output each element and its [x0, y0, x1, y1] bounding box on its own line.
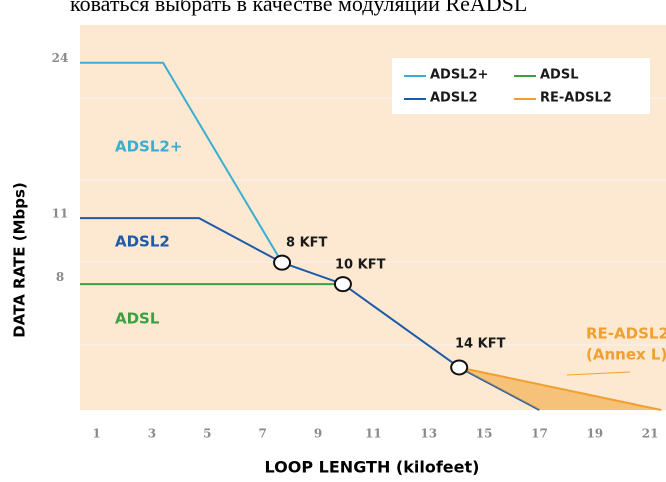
annotation: 14 KFT — [455, 337, 506, 352]
series-line — [458, 366, 662, 411]
marker — [273, 254, 292, 271]
y-tick-label: 8 — [56, 270, 64, 284]
x-tick-label: 21 — [642, 427, 659, 441]
region-label: RE-ADSL2 — [586, 325, 666, 343]
region-label: (Annex L) — [586, 346, 666, 364]
x-tick-label: 9 — [314, 427, 322, 441]
x-tick-label: 15 — [476, 427, 493, 441]
legend-label: ADSL — [540, 68, 579, 83]
x-tick-label: 7 — [258, 427, 266, 441]
legend-label: ADSL2 — [430, 91, 478, 106]
legend-label: RE-ADSL2 — [540, 91, 612, 106]
y-axis-label: DATA RATE (Mbps) — [11, 182, 29, 338]
annotation: 10 KFT — [335, 258, 386, 273]
x-tick-label: 1 — [92, 427, 100, 441]
x-tick-label: 3 — [148, 427, 156, 441]
caption: коваться выбрать в качестве модуляции Re… — [70, 0, 527, 16]
region-label: ADSL2+ — [115, 138, 182, 156]
y-tick-label: 24 — [52, 51, 69, 65]
x-tick-label: 5 — [203, 427, 211, 441]
pointer — [566, 371, 631, 376]
legend-box — [392, 58, 650, 114]
x-tick-label: 17 — [531, 427, 548, 441]
x-tick-label: 19 — [586, 427, 603, 441]
legend-label: ADSL2+ — [430, 68, 488, 83]
marker — [450, 359, 469, 376]
x-tick-label: 11 — [365, 427, 382, 441]
annotation: 8 KFT — [286, 236, 328, 251]
region-label: ADSL2 — [115, 233, 170, 251]
x-axis-label: LOOP LENGTH (kilofeet) — [265, 458, 480, 477]
x-tick-label: 13 — [420, 427, 437, 441]
series-line — [80, 61, 283, 264]
marker — [333, 276, 352, 293]
y-tick-label: 11 — [52, 207, 69, 221]
region-label: ADSL — [115, 310, 160, 328]
